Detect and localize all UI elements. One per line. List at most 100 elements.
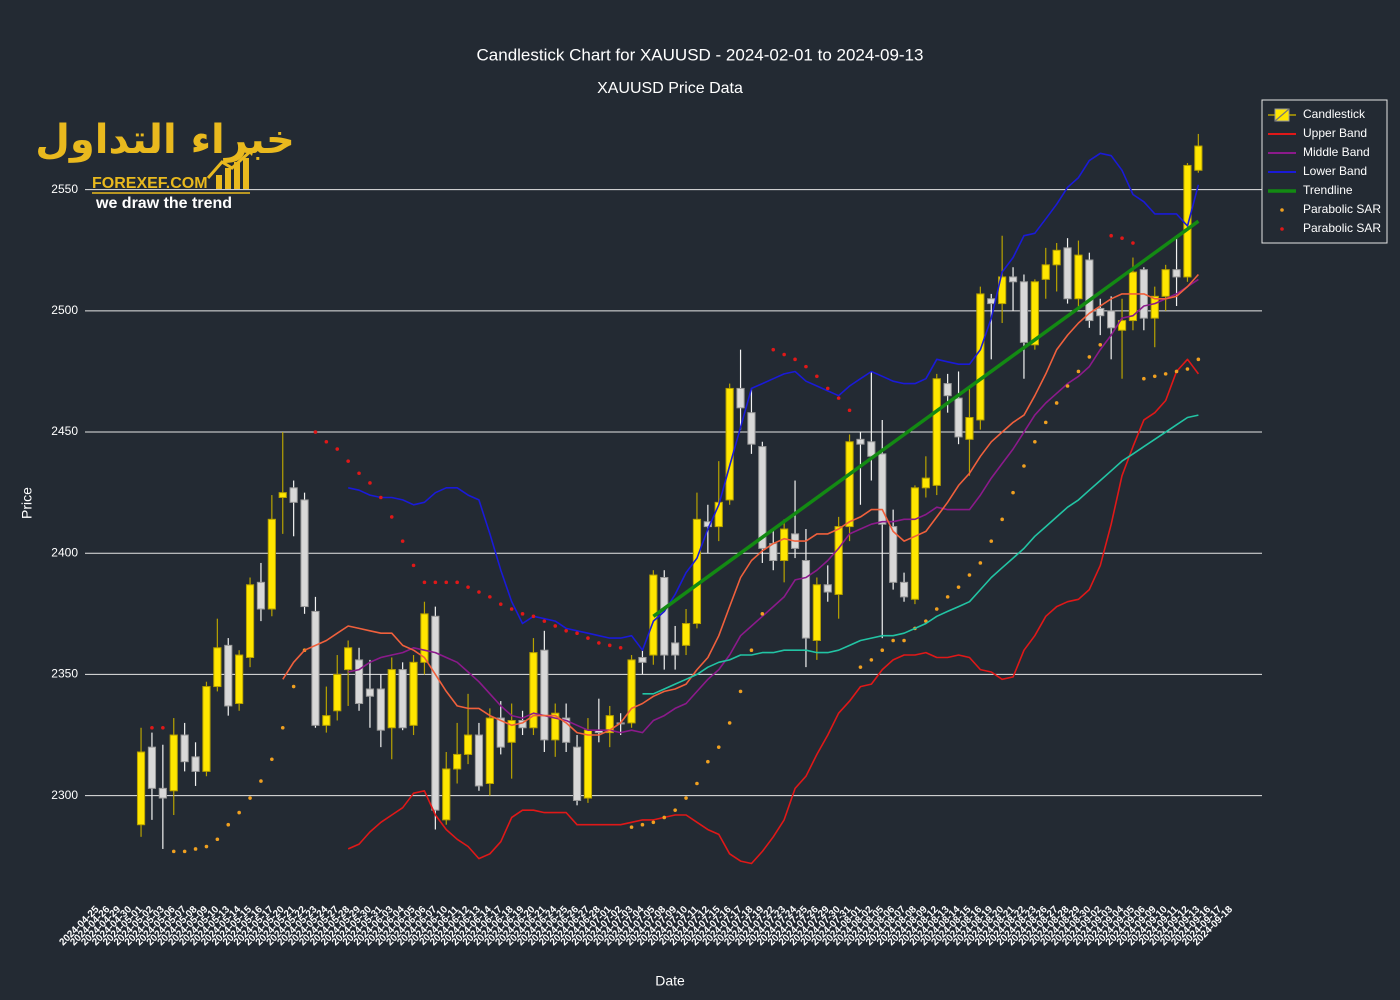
candle-body	[322, 715, 331, 726]
x-axis-title: Date	[655, 973, 685, 989]
sar-dot	[226, 822, 231, 827]
candle-body	[442, 768, 451, 821]
candle-body	[965, 417, 974, 440]
legend-label: Upper Band	[1303, 126, 1367, 140]
sar-dot	[673, 808, 677, 812]
sar-dot	[1076, 369, 1081, 374]
sar-dot	[618, 645, 623, 650]
band-line	[348, 278, 1199, 734]
y-tick-label: 2550	[51, 182, 78, 196]
candle-body	[932, 378, 941, 486]
sar-dot	[825, 386, 830, 391]
candle-body	[943, 383, 952, 397]
sar-dot	[1196, 357, 1201, 362]
sar-dot	[204, 844, 209, 849]
candle-body	[1041, 264, 1050, 280]
sar-dot	[335, 447, 340, 451]
legend-swatch	[1280, 208, 1284, 212]
legend-label: Parabolic SAR	[1303, 202, 1381, 216]
sar-dot	[978, 561, 983, 565]
sar-dot	[248, 796, 252, 800]
candle-body	[496, 717, 505, 748]
sar-dot	[749, 648, 754, 652]
sar-dot	[357, 471, 361, 476]
sar-dot	[880, 648, 885, 652]
sar-dot	[858, 665, 863, 669]
candle-body	[605, 715, 614, 734]
sar-dot	[869, 658, 874, 662]
sar-dot	[1152, 374, 1157, 379]
legend-swatch	[1280, 227, 1284, 231]
candle-body	[224, 644, 233, 707]
sar-dot	[1011, 490, 1015, 495]
band-line	[348, 152, 1200, 651]
sar-dot	[716, 745, 721, 749]
sar-dot	[1022, 464, 1026, 468]
logo-tagline: we draw the trend	[95, 195, 232, 212]
sar-dot	[902, 638, 906, 643]
sar-dot	[553, 624, 558, 628]
candle-body	[889, 526, 898, 583]
candle-body	[398, 669, 407, 729]
candle-body	[344, 647, 353, 671]
sar-dot	[586, 636, 590, 640]
candle-body	[311, 610, 320, 726]
candle-body	[1128, 271, 1138, 322]
y-axis-title: Price	[19, 487, 35, 519]
candle-body	[845, 441, 854, 528]
candle-body	[801, 560, 811, 639]
logo-arabic: خبراء التداول	[35, 117, 295, 163]
sar-dot	[629, 825, 634, 829]
sar-dot	[836, 396, 841, 400]
candle-body	[1085, 259, 1094, 322]
sar-dot	[1087, 355, 1092, 359]
logo: خبراء التداول FOREXEF.COM we draw the tr…	[35, 117, 295, 212]
legend-label: Parabolic SAR	[1303, 221, 1381, 235]
sar-dot	[422, 580, 427, 585]
candle-body	[747, 412, 756, 445]
candle-body	[867, 441, 876, 457]
sar-dot	[1142, 376, 1146, 381]
legend-label: Middle Band	[1303, 145, 1370, 159]
candle-body	[1008, 276, 1018, 283]
sar-dot	[488, 595, 492, 599]
candle-body	[1117, 320, 1127, 331]
candle-body	[638, 656, 647, 663]
logo-arrow	[206, 148, 254, 179]
candle-body	[267, 518, 276, 610]
candle-body	[834, 526, 843, 595]
candle-body	[507, 719, 516, 743]
sar-dot	[150, 725, 154, 730]
sar-dot	[967, 573, 972, 577]
logo-bar	[216, 175, 222, 189]
logo-bar	[243, 158, 249, 189]
candle-body	[660, 576, 669, 656]
sar-dot	[411, 563, 416, 568]
candle-body	[681, 623, 691, 646]
sar-dot	[1120, 236, 1124, 240]
candle-body	[202, 686, 211, 772]
sar-dot	[498, 602, 503, 606]
candle-body	[453, 753, 462, 770]
y-tick-label: 2300	[51, 788, 78, 802]
candle-body	[987, 298, 996, 305]
candle-body	[976, 293, 985, 421]
candle-body	[1107, 310, 1116, 329]
candle-body	[409, 661, 418, 726]
legend-label: Candlestick	[1303, 107, 1366, 121]
sar-dot	[684, 796, 688, 800]
sar-dot	[651, 820, 656, 825]
chart-subtitle: XAUUSD Price Data	[597, 80, 743, 97]
sar-dot	[270, 757, 274, 762]
legend-label: Trendline	[1303, 183, 1353, 197]
candle-body	[703, 521, 712, 528]
candle-body	[856, 438, 865, 445]
sar-dot	[542, 619, 547, 623]
y-tick-label: 2500	[51, 303, 78, 317]
sar-dot	[891, 638, 895, 643]
sar-dot	[945, 595, 950, 599]
sar-dot	[695, 781, 699, 786]
candle-body	[235, 654, 244, 705]
candle-body	[540, 649, 549, 741]
